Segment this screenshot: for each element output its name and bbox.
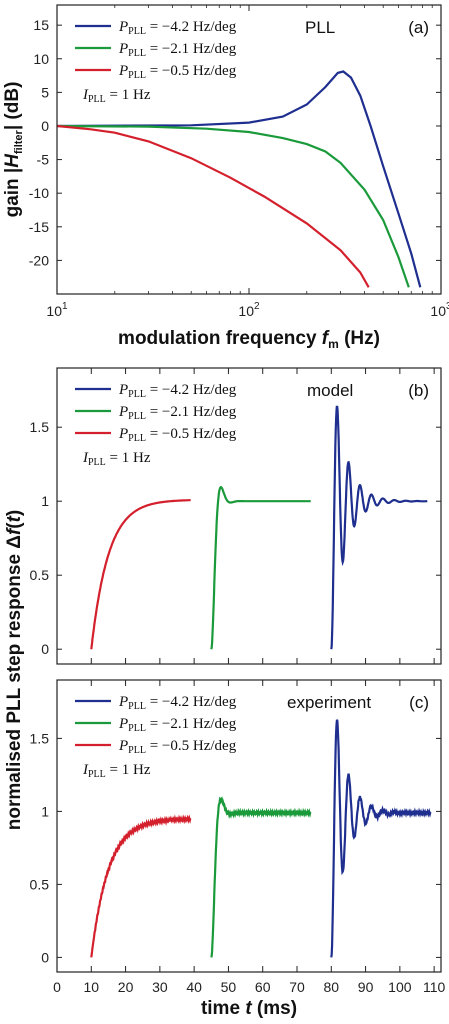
series-line-2 <box>210 486 311 650</box>
legend-label: PPLL = −4.2 Hz/deg <box>118 19 237 37</box>
plot-frame <box>56 679 442 973</box>
plot-frame <box>56 4 442 295</box>
y-tick-label: -5 <box>37 152 50 168</box>
x-tick-label: 20 <box>118 979 134 995</box>
y-tick-label: 15 <box>33 17 49 33</box>
y-tick-label: 0 <box>41 641 49 657</box>
series-line-3 <box>57 124 370 288</box>
y-tick-label: 1.5 <box>30 730 50 746</box>
series-line-2 <box>57 124 410 288</box>
y-tick-label: 0 <box>41 118 49 134</box>
y-tick-label: -15 <box>29 219 49 235</box>
panel-label: (b) <box>408 381 429 400</box>
series-line-1 <box>90 814 192 958</box>
y-tick-label: 0.5 <box>30 876 50 892</box>
y-axis-label: gain |Hfilter| (dB) <box>2 82 25 218</box>
legend-note: IPLL = 1 Hz <box>82 450 151 468</box>
legend-label: PPLL = −2.1 Hz/deg <box>118 41 237 59</box>
legend-note: IPLL = 1 Hz <box>82 87 151 105</box>
legend-label: PPLL = −4.2 Hz/deg <box>118 382 237 400</box>
x-tick-label: 110 <box>423 979 446 995</box>
y-tick-label: -10 <box>29 185 49 201</box>
x-tick-label: 60 <box>255 979 271 995</box>
x-tick-label: 101 <box>46 301 68 319</box>
legend-label: PPLL = −2.1 Hz/deg <box>118 404 237 422</box>
legend-label: PPLL = −0.5 Hz/deg <box>118 738 237 756</box>
x-tick-label: 50 <box>221 979 237 995</box>
shared-y-axis-label: normalised PLL step response Δf(t) <box>4 510 25 831</box>
x-tick-label: 90 <box>358 979 374 995</box>
x-tick-label: 0 <box>53 979 61 995</box>
x-tick-label: 102 <box>238 301 260 319</box>
panel-label: (a) <box>408 18 429 37</box>
x-tick-label: 100 <box>388 979 412 995</box>
x-tick-label: 40 <box>186 979 202 995</box>
series-line-3 <box>330 719 432 958</box>
y-tick-label: -20 <box>29 252 49 268</box>
legend-label: PPLL = −4.2 Hz/deg <box>118 694 237 712</box>
legend-label: PPLL = −0.5 Hz/deg <box>118 63 237 81</box>
legend-label: PPLL = −0.5 Hz/deg <box>118 426 237 444</box>
panel-annotation: model <box>307 381 353 400</box>
y-tick-label: 0 <box>41 949 49 965</box>
legend-label: PPLL = −2.1 Hz/deg <box>118 716 237 734</box>
panel-annotation: experiment <box>287 693 371 712</box>
x-axis-label: modulation frequency fm (Hz) <box>118 328 380 351</box>
x-tick-label: 70 <box>289 979 305 995</box>
legend-note: IPLL = 1 Hz <box>82 762 151 780</box>
y-tick-label: 10 <box>33 51 49 67</box>
x-tick-label: 80 <box>323 979 339 995</box>
series-line-1 <box>90 499 191 650</box>
panel-annotation: PLL <box>305 18 335 37</box>
y-tick-label: 1 <box>41 803 49 819</box>
plot-frame <box>56 367 442 665</box>
series-line-3 <box>330 405 428 650</box>
y-tick-label: 0.5 <box>30 567 50 583</box>
series-line-2 <box>210 796 312 958</box>
y-tick-label: 1.5 <box>30 419 50 435</box>
x-tick-label: 30 <box>152 979 168 995</box>
y-tick-label: 1 <box>41 493 49 509</box>
x-axis-label: time t (ms) <box>201 998 297 1019</box>
x-tick-label: 10 <box>83 979 99 995</box>
series-line-1 <box>57 70 422 288</box>
x-tick-label: 103 <box>430 301 449 319</box>
y-tick-label: 5 <box>41 84 49 100</box>
panel-label: (c) <box>409 693 429 712</box>
